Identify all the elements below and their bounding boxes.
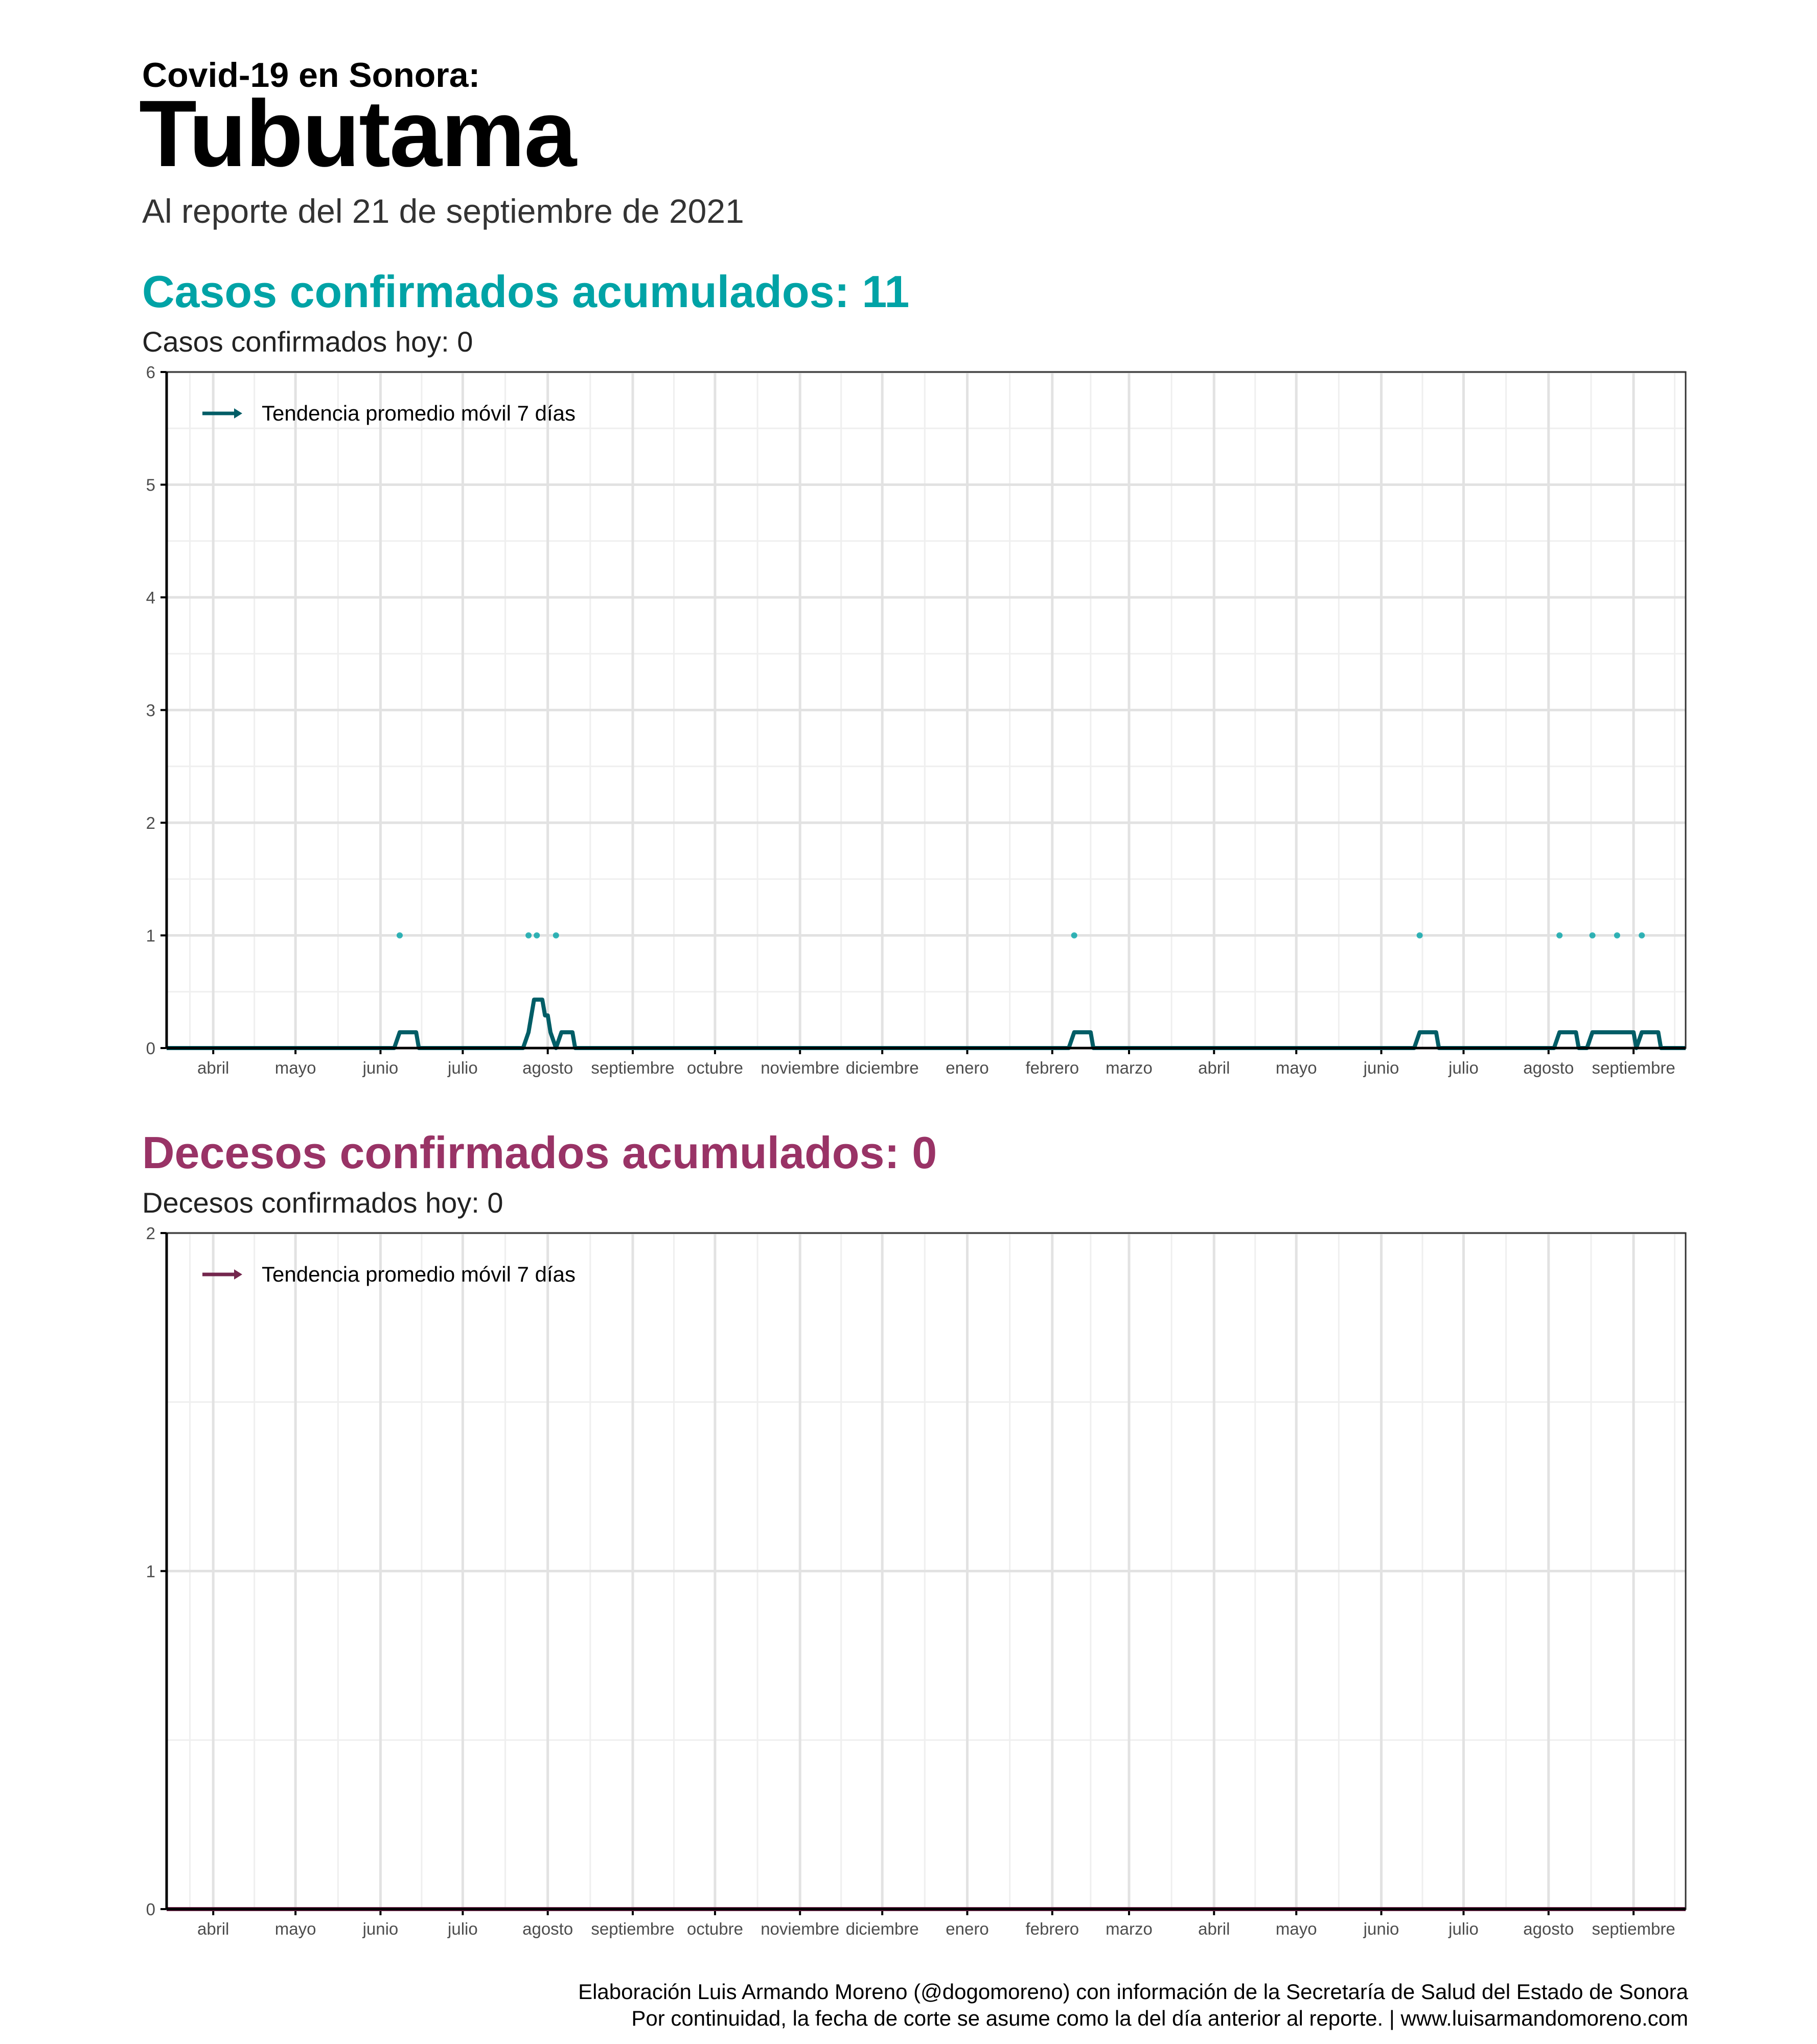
cases-x-tick-label: junio — [362, 1058, 399, 1077]
cases-y-tick-label: 2 — [146, 814, 155, 832]
cases-y-tick-label: 0 — [146, 1039, 155, 1058]
cases-y-tick-label: 5 — [146, 476, 155, 495]
cases-x-tick-label: junio — [1363, 1058, 1399, 1077]
page-subtitle: Al reporte del 21 de septiembre de 2021 — [142, 192, 744, 230]
deaths-x-tick-label: noviembre — [761, 1919, 839, 1938]
page-kicker: Covid-19 en Sonora: — [142, 56, 480, 95]
cases-data-point — [553, 932, 559, 939]
deaths-chart: 0 1 2 abril mayo junio julio agosto septiembre oc… — [146, 1224, 1687, 1938]
cases-x-tick-label: mayo — [275, 1058, 316, 1077]
deaths-x-tick-label: mayo — [1276, 1919, 1317, 1938]
cases-data-point — [534, 932, 540, 939]
deaths-x-tick-label: diciembre — [846, 1919, 919, 1938]
cases-data-point — [1589, 932, 1596, 939]
deaths-y-tick-label: 2 — [146, 1224, 155, 1243]
cases-x-tick-label: septiembre — [591, 1058, 674, 1077]
deaths-legend-arrow-icon — [234, 1269, 242, 1280]
cases-chart: 0 1 2 3 4 5 6 abril mayo junio julio agosto septiemb… — [146, 363, 1687, 1077]
page-title: Tubutama — [139, 81, 577, 187]
cases-data-point — [396, 932, 403, 939]
footer-line-1: Elaboración Luis Armando Moreno (@dogomo… — [578, 1980, 1688, 2004]
cases-data-point — [525, 932, 532, 939]
cases-data-point — [1416, 932, 1423, 939]
deaths-today: Decesos confirmados hoy: 0 — [142, 1187, 503, 1219]
cases-x-tick-label: julio — [447, 1058, 478, 1077]
deaths-x-tick-label: abril — [197, 1919, 229, 1938]
cases-y-tick-label: 1 — [146, 926, 155, 945]
cases-x-tick-label: agosto — [522, 1058, 573, 1077]
cases-x-tick-label: diciembre — [846, 1058, 919, 1077]
deaths-x-tick-label: abril — [1198, 1919, 1230, 1938]
deaths-x-tick-label: julio — [1448, 1919, 1479, 1938]
cases-x-tick-label: abril — [1198, 1058, 1230, 1077]
cases-heading: Casos confirmados acumulados: 11 — [142, 266, 910, 317]
cases-data-point — [1639, 932, 1645, 939]
cases-y-tick-label: 6 — [146, 363, 155, 382]
deaths-x-tick-label: agosto — [1523, 1919, 1574, 1938]
deaths-y-tick-label: 1 — [146, 1562, 155, 1581]
deaths-x-tick-label: septiembre — [1592, 1919, 1675, 1938]
cases-x-tick-label: septiembre — [1592, 1058, 1675, 1077]
cases-y-tick-label: 4 — [146, 588, 155, 607]
cases-x-tick-label: marzo — [1106, 1058, 1153, 1077]
cases-data-point — [1614, 932, 1620, 939]
deaths-x-tick-label: marzo — [1106, 1919, 1153, 1938]
cases-x-tick-label: julio — [1448, 1058, 1479, 1077]
cases-x-tick-label: mayo — [1276, 1058, 1317, 1077]
cases-x-tick-label: abril — [197, 1058, 229, 1077]
deaths-y-tick-label: 0 — [146, 1900, 155, 1919]
cases-x-tick-label: noviembre — [761, 1058, 839, 1077]
cases-x-tick-label: enero — [946, 1058, 988, 1077]
deaths-x-tick-label: octubre — [687, 1919, 743, 1938]
deaths-heading: Decesos confirmados acumulados: 0 — [142, 1127, 937, 1178]
deaths-x-tick-label: enero — [946, 1919, 988, 1938]
cases-legend-arrow-icon — [234, 408, 242, 419]
cases-data-point — [1071, 932, 1077, 939]
deaths-x-tick-label: julio — [447, 1919, 478, 1938]
deaths-x-tick-label: mayo — [275, 1919, 316, 1938]
deaths-x-tick-label: febrero — [1025, 1919, 1079, 1938]
cases-today: Casos confirmados hoy: 0 — [142, 326, 473, 358]
deaths-x-tick-label: agosto — [522, 1919, 573, 1938]
deaths-legend-label: Tendencia promedio móvil 7 días — [262, 1262, 576, 1286]
cases-legend-label: Tendencia promedio móvil 7 días — [262, 401, 576, 425]
cases-x-tick-label: agosto — [1523, 1058, 1574, 1077]
cases-y-tick-label: 3 — [146, 701, 155, 720]
cases-x-tick-label: octubre — [687, 1058, 743, 1077]
deaths-x-tick-label: junio — [362, 1919, 399, 1938]
deaths-x-tick-label: septiembre — [591, 1919, 674, 1938]
cases-x-tick-label: febrero — [1025, 1058, 1079, 1077]
footer-credit: Elaboración Luis Armando Moreno (@dogomo… — [578, 1979, 1688, 2032]
deaths-x-tick-label: junio — [1363, 1919, 1399, 1938]
footer-line-2: Por continuidad, la fecha de corte se as… — [631, 2006, 1688, 2030]
cases-data-point — [1556, 932, 1563, 939]
